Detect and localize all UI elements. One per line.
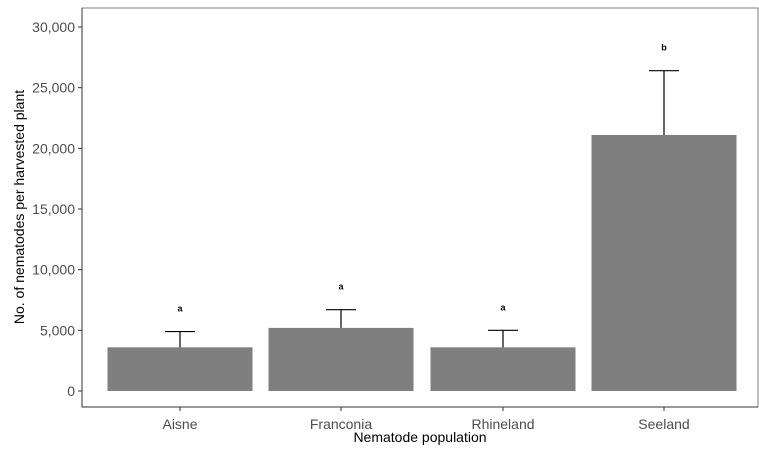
y-tick-label: 5,000 xyxy=(40,322,75,338)
significance-letters: a a a b xyxy=(177,43,667,314)
x-tick-label: Rhineland xyxy=(471,416,534,432)
bar xyxy=(268,327,414,391)
x-tick-label: Seeland xyxy=(638,416,689,432)
error-bars xyxy=(165,70,679,348)
y-tick-label: 15,000 xyxy=(32,201,75,217)
significance-letter: a xyxy=(338,282,344,292)
significance-letter: b xyxy=(661,43,667,53)
x-tick-label: Franconia xyxy=(310,416,372,432)
x-tick-label: Aisne xyxy=(162,416,197,432)
significance-letter: a xyxy=(500,302,506,312)
bar xyxy=(107,347,253,391)
y-axis: 0 5,000 10,000 15,000 20,000 25,000 30,000 xyxy=(32,8,83,407)
x-axis-title: Nematode population xyxy=(353,429,486,445)
y-tick-label: 0 xyxy=(67,383,75,399)
y-axis-title: No. of nematodes per harvested plant xyxy=(11,90,27,324)
x-axis: Aisne Franconia Rhineland Seeland xyxy=(82,406,758,432)
bar xyxy=(430,347,576,391)
y-tick-label: 10,000 xyxy=(32,262,75,278)
bar xyxy=(591,134,737,391)
bars xyxy=(107,134,737,391)
y-tick-label: 30,000 xyxy=(32,19,75,35)
significance-letter: a xyxy=(177,304,183,314)
y-tick-label: 20,000 xyxy=(32,140,75,156)
y-tick-label: 25,000 xyxy=(32,80,75,96)
